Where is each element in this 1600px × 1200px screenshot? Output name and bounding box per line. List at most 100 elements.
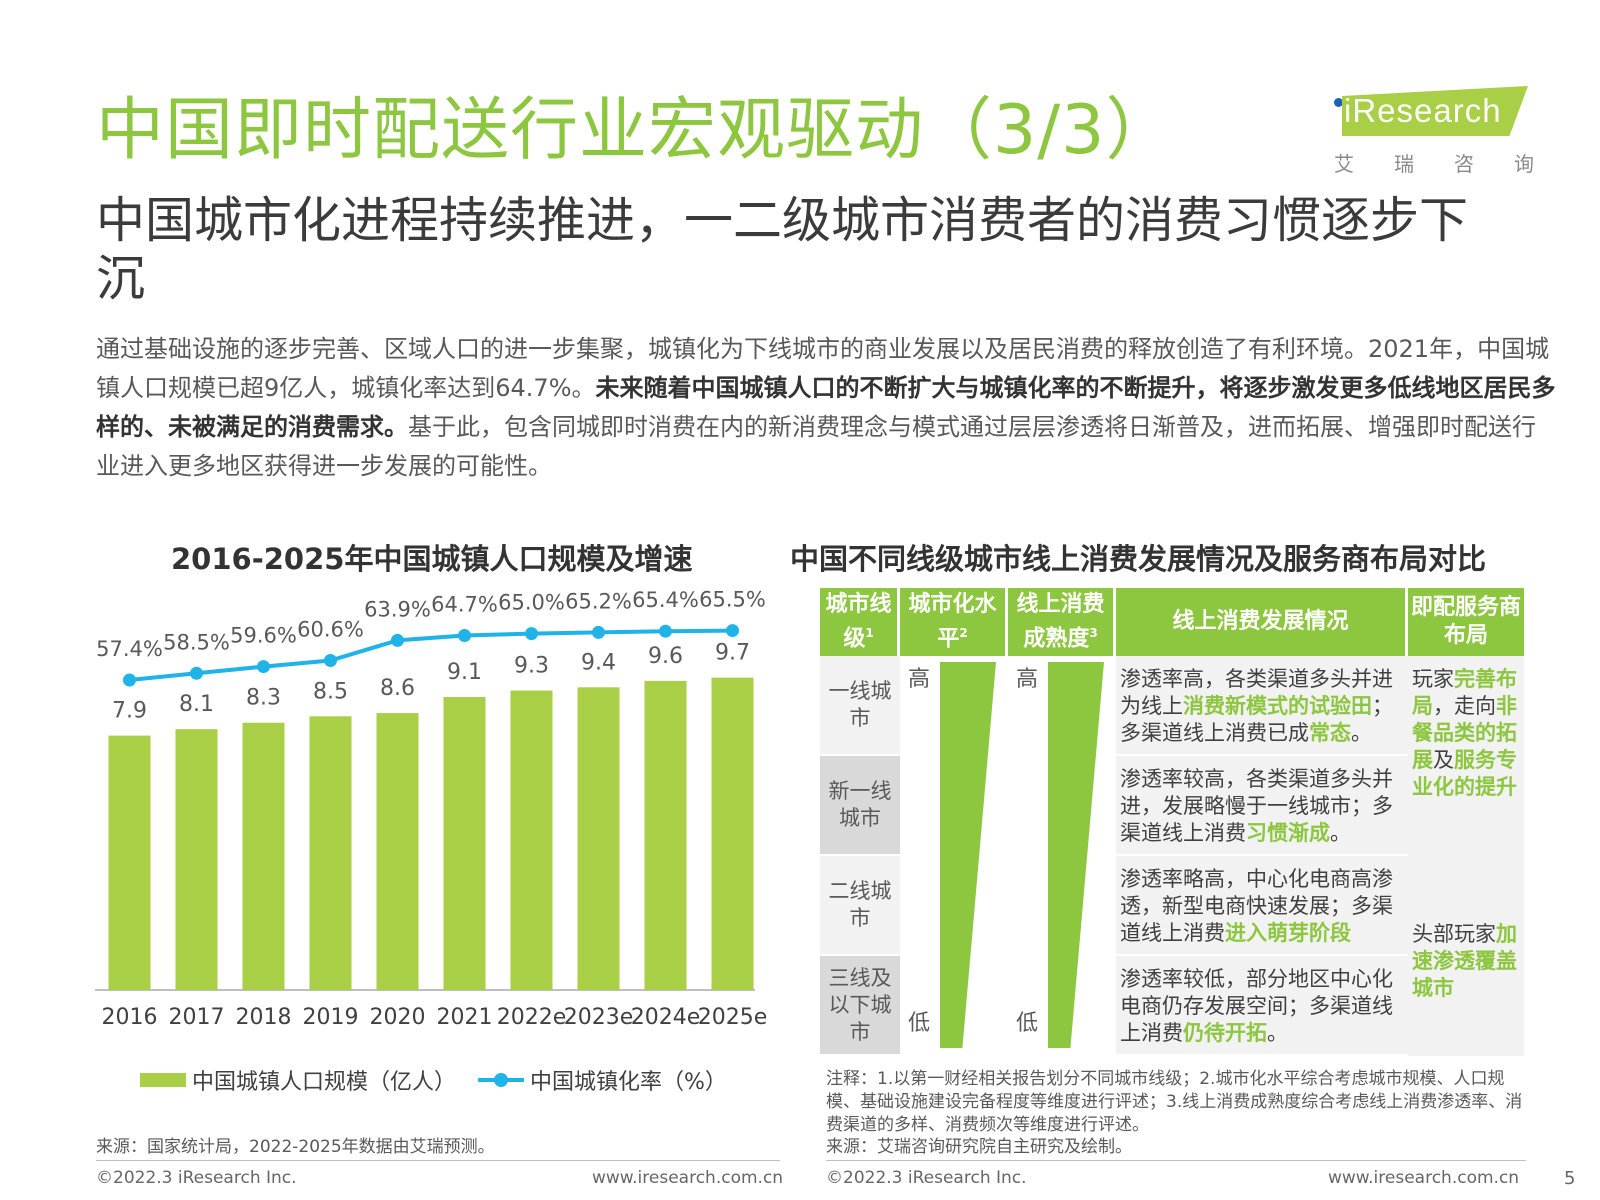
- right-table-title: 中国不同线级城市线上消费发展情况及服务商布局对比: [790, 542, 1487, 576]
- city-tier-comparison-table: 城市线级1 城市化水平2 线上消费成熟度3 线上消费发展情况 即配服务商布局 一…: [820, 588, 1524, 1056]
- table-notes: 注释：1.以第一财经相关报告划分不同城市线级；2.城市化水平综合考虑城市规模、人…: [826, 1069, 1523, 1135]
- table-row: 三线及以下城市 渗透率较低，部分地区中心化电商仍存发展空间；多渠道线上消费仍待开…: [820, 956, 1524, 1056]
- rate-point: [123, 673, 136, 687]
- bar: [242, 722, 285, 990]
- high-label: 高: [908, 667, 931, 692]
- header-urbanization: 城市化水平2: [900, 588, 1008, 656]
- bar-value-label: 7.9: [112, 699, 147, 724]
- x-tick-label: 2020: [370, 1005, 426, 1030]
- footer-url: www.iresearch.com.cn: [1328, 1168, 1520, 1188]
- rate-point: [324, 653, 337, 667]
- rate-value-label: 65.5%: [699, 590, 766, 612]
- rate-value-label: 57.4%: [96, 637, 163, 661]
- bar: [577, 687, 620, 990]
- header-city-level: 城市线级1: [820, 588, 900, 656]
- x-tick-label: 2021: [437, 1005, 493, 1030]
- urbanization-rate-line: [129, 628, 733, 682]
- bar: [376, 713, 419, 990]
- footer-url: www.iresearch.com.cn: [592, 1168, 784, 1188]
- x-tick-label: 2022e: [497, 1005, 567, 1030]
- legend-line-swatch-icon: [478, 1073, 525, 1087]
- rate-point: [659, 624, 672, 638]
- bar-value-label: 9.3: [514, 654, 549, 679]
- x-tick-label: 2024e: [631, 1005, 701, 1030]
- logo-char: 艾: [1334, 152, 1354, 176]
- logo-dot-icon: [1334, 98, 1343, 107]
- logo-chinese-name: 艾 瑞 咨 询: [1334, 148, 1534, 177]
- bar: [108, 735, 151, 990]
- rate-value-label: 65.4%: [632, 590, 699, 612]
- x-tick-label: 2023e: [564, 1005, 634, 1030]
- chart-legend: 中国城镇人口规模（亿人） 中国城镇化率（%）: [140, 1064, 727, 1096]
- table-row: 新一线城市 渗透率较高，各类渠道多头并进，发展略慢于一线城市；多渠道线上消费习惯…: [820, 756, 1524, 856]
- rate-point: [391, 633, 404, 647]
- left-source-note: 来源：国家统计局，2022-2025年数据由艾瑞预测。: [96, 1137, 495, 1157]
- bar-value-label: 9.6: [648, 644, 683, 669]
- bar: [309, 716, 352, 990]
- online-development-cell: 渗透率较高，各类渠道多头并进，发展略慢于一线城市；多渠道线上消费习惯渐成。: [1116, 756, 1408, 856]
- bar-value-label: 8.3: [246, 686, 281, 711]
- x-tick-label: 2019: [303, 1005, 359, 1030]
- city-level-cell: 新一线城市: [820, 756, 900, 856]
- page-number: 5: [1564, 1168, 1576, 1189]
- rate-point: [190, 666, 203, 680]
- city-level-cell: 一线城市: [820, 656, 900, 756]
- logo-banner: [1342, 86, 1528, 136]
- table-row: 一线城市 高 低 高 低 渗透率高，各类渠道多头并进为线上消费新模式的试验田；多…: [820, 656, 1524, 1056]
- bar-value-label: 9.7: [715, 641, 750, 666]
- urbanization-gradient-cell: 高 低: [900, 656, 1008, 1056]
- bar-value-label: 9.4: [581, 650, 616, 675]
- rate-value-label: 65.2%: [565, 590, 632, 613]
- rate-value-label: 65.0%: [498, 591, 565, 615]
- x-tick-label: 2018: [236, 1005, 292, 1030]
- logo-char: 询: [1514, 152, 1534, 176]
- city-level-cell: 二线城市: [820, 856, 900, 956]
- x-tick-label: 2025e: [698, 1005, 768, 1030]
- intro-bold-text: 未来随着中国城镇人口的不断扩大与城镇化率的不断提升，将逐步激发更多低线地区居民多…: [96, 374, 1556, 441]
- footer-divider: [96, 1160, 780, 1161]
- header-online-maturity: 线上消费成熟度3: [1008, 588, 1116, 656]
- rate-point: [592, 625, 605, 639]
- legend-label-population: 中国城镇人口规模（亿人）: [192, 1070, 457, 1095]
- intro-text-1: 通过基础设施的逐步完善、区域人口的进一步集聚，城镇化为下线城市的商业发展以及居民…: [96, 335, 1550, 402]
- x-tick-label: 2017: [169, 1005, 225, 1030]
- rate-value-label: 64.7%: [431, 592, 498, 616]
- header-service-layout: 即配服务商布局: [1408, 588, 1524, 656]
- service-layout-cell-top: 玩家完善布局，走向非餐品类的拓展及服务专业化的提升: [1408, 656, 1524, 856]
- rate-point: [458, 628, 471, 642]
- service-layout-cell-bottom: 头部玩家加速渗透覆盖城市: [1408, 856, 1524, 1056]
- left-chart-title: 2016-2025年中国城镇人口规模及增速: [171, 542, 693, 576]
- header-online-development: 线上消费发展情况: [1116, 588, 1408, 656]
- footer-copyright: ©2022.3 iResearch Inc.: [826, 1168, 1027, 1188]
- bar-value-label: 8.5: [313, 679, 348, 704]
- legend-label-urbanization: 中国城镇化率（%）: [530, 1070, 727, 1095]
- logo-wordmark: iResearch: [1344, 92, 1502, 129]
- table-header-row: 城市线级1 城市化水平2 线上消费成熟度3 线上消费发展情况 即配服务商布局: [820, 588, 1524, 656]
- low-label: 低: [908, 1011, 931, 1036]
- high-label: 高: [1016, 667, 1039, 692]
- bar: [443, 696, 486, 990]
- maturity-gradient-cell: 高 低: [1008, 656, 1116, 1056]
- footer-divider: [826, 1160, 1526, 1161]
- bar-value-label: 8.1: [179, 692, 214, 717]
- city-level-cell: 三线及以下城市: [820, 956, 900, 1056]
- online-development-cell: 渗透率较低，部分地区中心化电商仍存发展空间；多渠道线上消费仍待开拓。: [1116, 956, 1408, 1056]
- bar: [644, 680, 687, 990]
- bar: [711, 677, 754, 990]
- online-development-cell: 渗透率高，各类渠道多头并进为线上消费新模式的试验田；多渠道线上消费已成常态。: [1116, 656, 1408, 756]
- iresearch-logo: iResearch 艾 瑞 咨 询: [1334, 86, 1534, 178]
- maturity-gradient-bar: [1048, 662, 1104, 1048]
- bar-value-label: 9.1: [447, 660, 482, 685]
- footer-copyright: ©2022.3 iResearch Inc.: [96, 1168, 297, 1188]
- page-subtitle: 中国城市化进程持续推进，一二级城市消费者的消费习惯逐步下沉: [96, 192, 1469, 307]
- x-tick-label: 2016: [102, 1005, 158, 1030]
- intro-paragraph: 通过基础设施的逐步完善、区域人口的进一步集聚，城镇化为下线城市的商业发展以及居民…: [96, 330, 1556, 486]
- intro-text-2: 基于此，包含同城即时消费在内的新消费理念与模式通过层层渗透将日渐普及，进而拓展、…: [96, 413, 1536, 480]
- rate-value-label: 63.9%: [364, 597, 431, 621]
- rate-value-label: 59.6%: [230, 624, 297, 648]
- bar: [175, 729, 218, 990]
- rate-value-label: 58.5%: [163, 630, 230, 654]
- legend-item-population: 中国城镇人口规模（亿人）: [140, 1064, 456, 1096]
- legend-item-urbanization: 中国城镇化率（%）: [478, 1064, 727, 1096]
- bar-value-label: 8.6: [380, 676, 415, 701]
